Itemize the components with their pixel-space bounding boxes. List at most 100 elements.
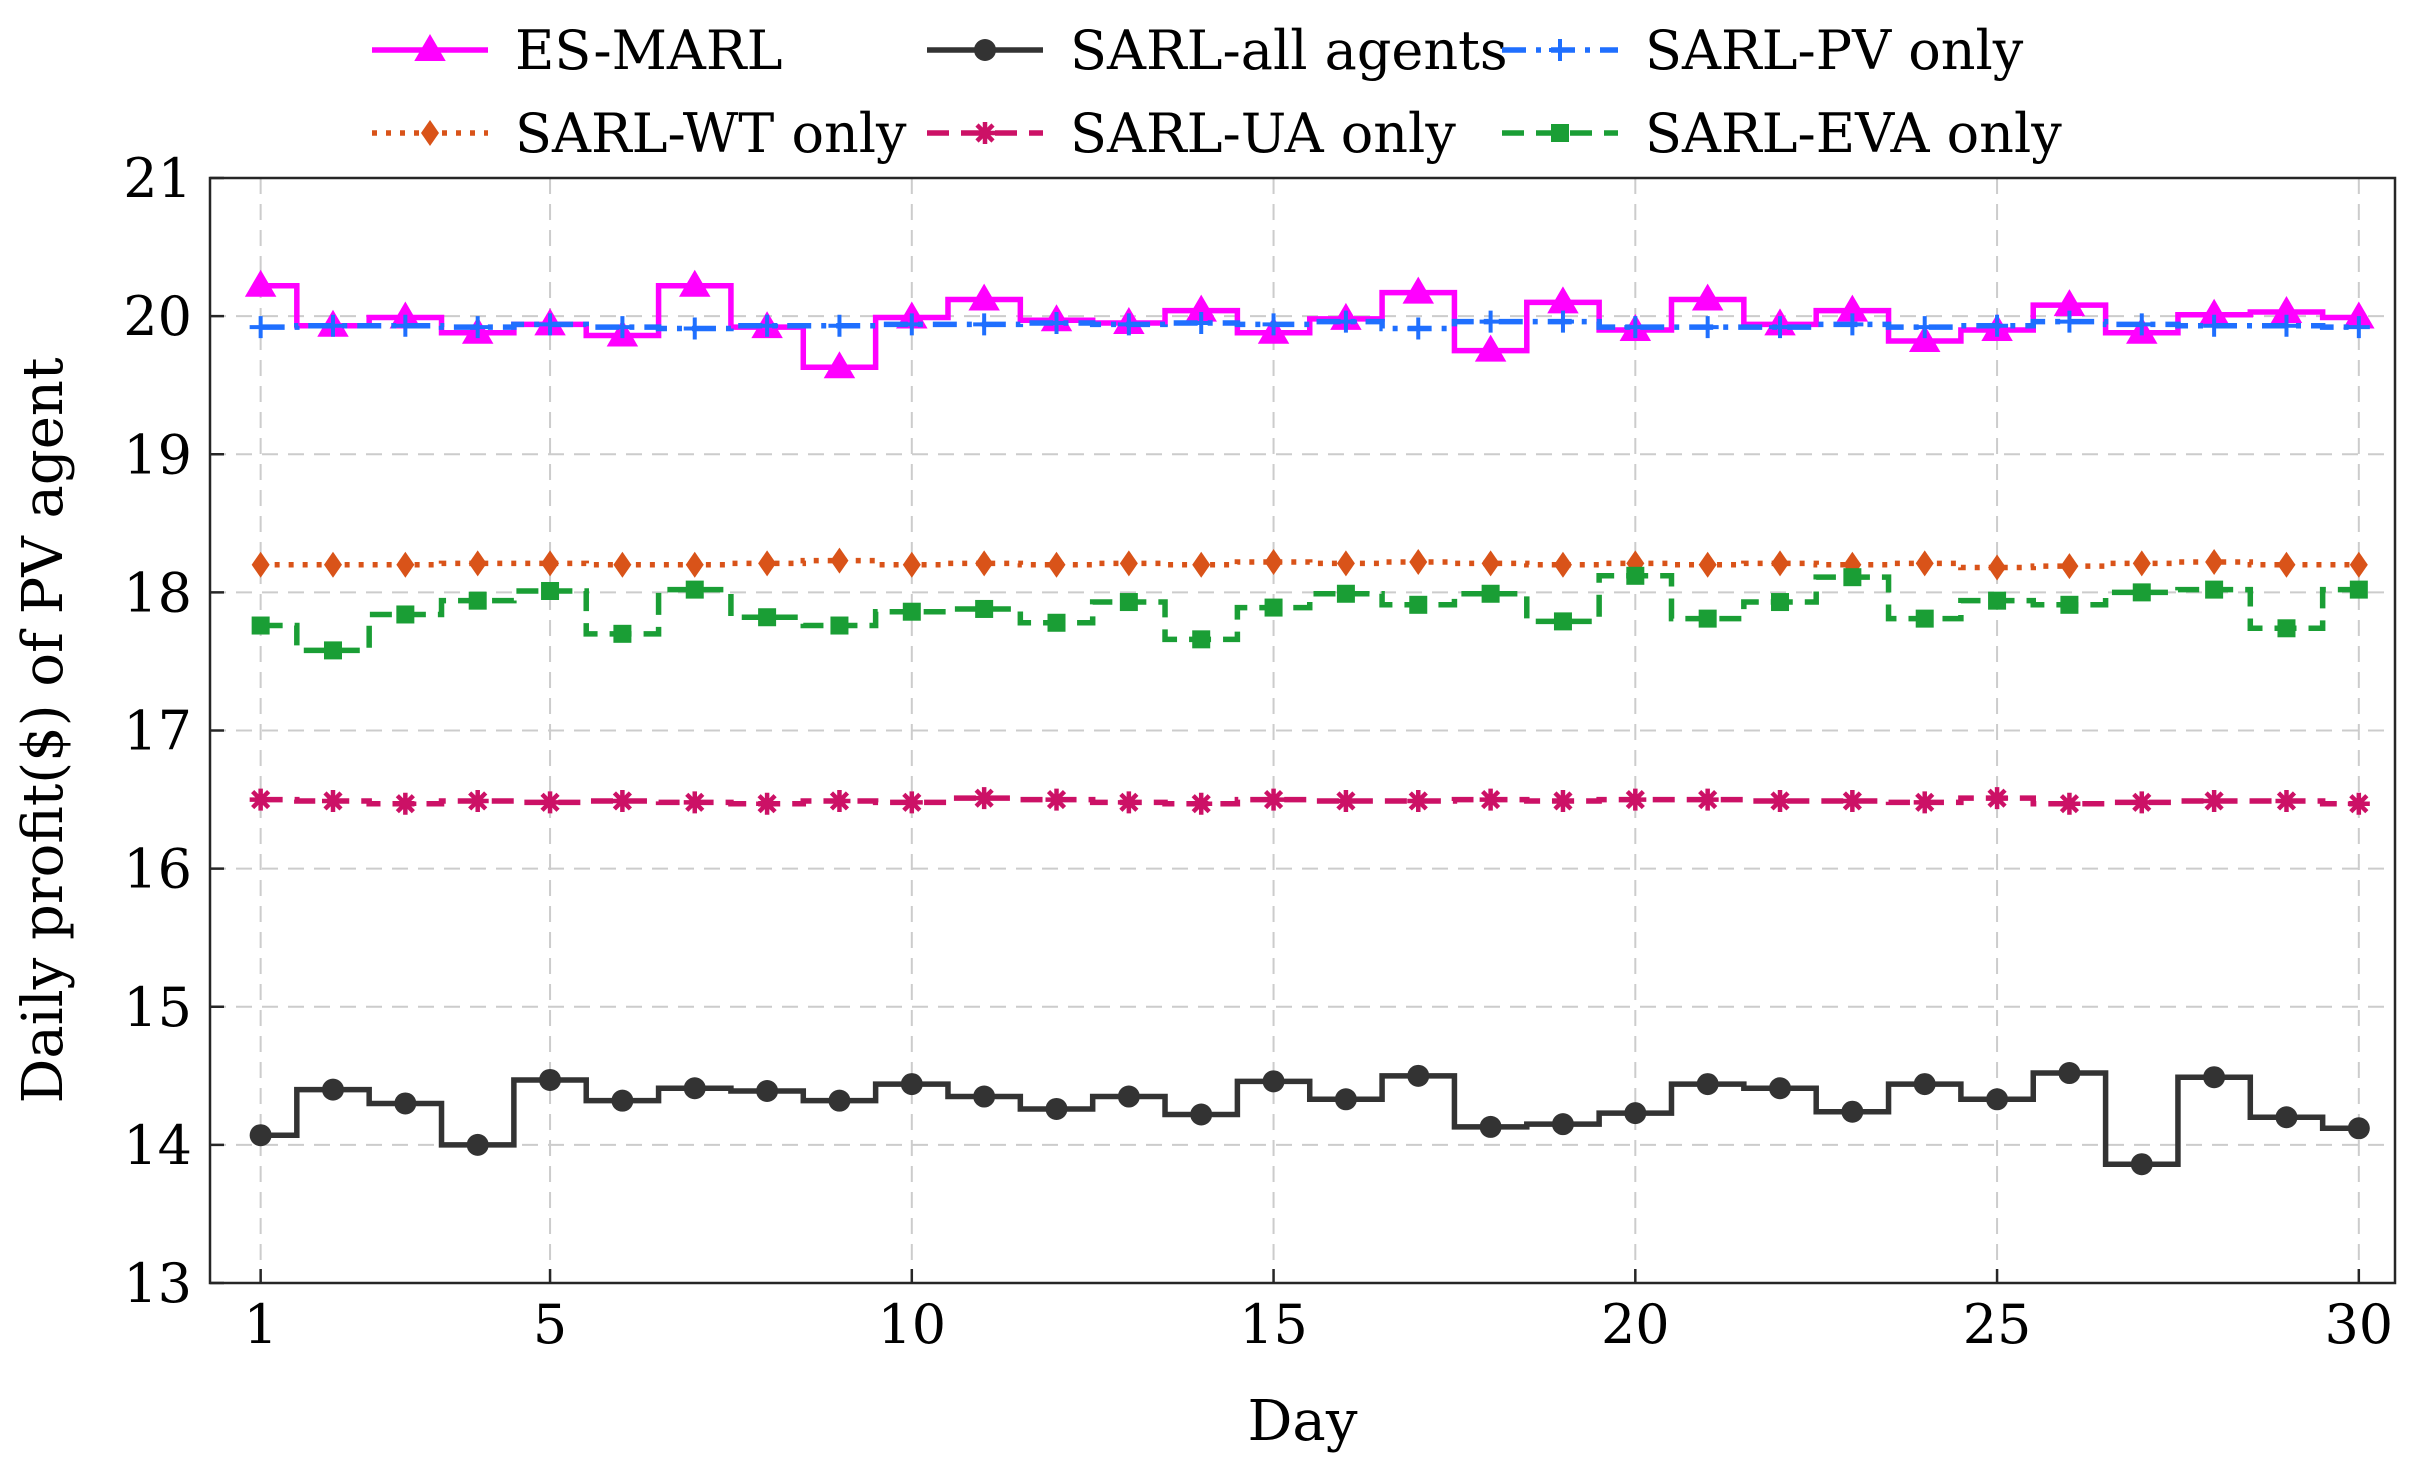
data-point — [2058, 1062, 2081, 1085]
data-point — [2205, 580, 2224, 599]
legend-marker — [421, 120, 439, 146]
data-point — [1117, 791, 1140, 814]
data-point — [466, 789, 489, 812]
data-point — [249, 1124, 272, 1147]
data-point — [756, 792, 779, 815]
data-point — [466, 1133, 489, 1156]
data-point — [1262, 313, 1285, 336]
legend: ES-MARL SARL-all agents SARL-PV only SARL-W… — [372, 19, 2062, 165]
data-point — [758, 550, 777, 577]
data-point — [394, 792, 417, 815]
data-point — [758, 608, 777, 627]
data-point — [756, 1080, 779, 1103]
data-point — [1407, 1064, 1430, 1087]
data-point — [1915, 550, 1934, 577]
data-point — [1626, 566, 1645, 585]
data-point — [1986, 787, 2009, 810]
data-point — [973, 313, 996, 336]
data-point — [1409, 595, 1428, 614]
data-point — [1988, 591, 2007, 610]
data-point — [968, 283, 1000, 311]
y-tick-label: 20 — [123, 285, 192, 348]
legend-label: SARL-WT only — [515, 102, 907, 165]
data-point — [539, 313, 562, 336]
data-point — [1986, 314, 2009, 337]
legend-item: SARL-EVA only — [1502, 102, 2062, 165]
series-line — [260, 318, 2359, 332]
data-point — [1262, 1070, 1285, 1093]
data-point — [2275, 789, 2298, 812]
data-point — [2132, 550, 2151, 577]
data-point — [2130, 313, 2153, 336]
data-point — [541, 581, 560, 600]
data-point — [1045, 1097, 1068, 1120]
data-point — [828, 789, 851, 812]
data-point — [1117, 1085, 1140, 1108]
data-point — [1262, 788, 1285, 811]
data-point — [1696, 788, 1719, 811]
data-point — [1771, 593, 1790, 612]
data-point — [1843, 568, 1862, 587]
legend-label: SARL-UA only — [1070, 102, 1456, 165]
data-point — [830, 547, 849, 574]
data-point — [1047, 551, 1066, 578]
data-point — [466, 316, 489, 339]
series-sarl-ua-only — [249, 787, 2370, 815]
data-point — [323, 551, 342, 578]
x-axis-title: Day — [1248, 1389, 1358, 1454]
data-point — [900, 1073, 923, 1096]
data-point — [828, 314, 851, 337]
data-point — [1481, 584, 1500, 603]
data-point — [1334, 310, 1357, 333]
data-point — [1407, 317, 1430, 340]
data-point — [394, 1092, 417, 1115]
data-point — [1264, 598, 1283, 617]
data-point — [1769, 316, 1792, 339]
data-point — [321, 789, 344, 812]
data-point — [539, 1068, 562, 1091]
y-tick-label: 16 — [123, 838, 192, 901]
data-point — [1479, 310, 1502, 333]
data-point — [1551, 310, 1574, 333]
data-point — [2130, 791, 2153, 814]
data-point — [2275, 1106, 2298, 1129]
data-point — [900, 791, 923, 814]
y-tick-label: 14 — [123, 1114, 192, 1177]
data-point — [823, 351, 856, 379]
data-point — [251, 551, 270, 578]
data-point — [249, 316, 272, 339]
data-point — [321, 1078, 344, 1101]
y-tick-label: 17 — [123, 700, 192, 763]
data-point — [396, 605, 415, 624]
data-point — [1988, 554, 2007, 581]
data-point — [1551, 789, 1574, 812]
data-point — [1045, 788, 1068, 811]
legend-item: SARL-UA only — [927, 102, 1456, 165]
data-point — [541, 550, 560, 577]
data-point — [1334, 1088, 1357, 1111]
data-point — [2132, 583, 2151, 602]
data-point — [2347, 316, 2370, 339]
legend-label: SARL-all agents — [1070, 19, 1508, 82]
data-point — [539, 791, 562, 814]
data-point — [2058, 792, 2081, 815]
data-point — [1402, 276, 1435, 304]
data-point — [685, 580, 704, 599]
data-point — [1908, 325, 1941, 352]
y-axis-title: Daily profit($) of PV agent — [11, 357, 76, 1103]
data-point — [683, 317, 706, 340]
data-point — [2060, 553, 2079, 580]
data-point — [321, 314, 344, 337]
x-tick-label: 20 — [1601, 1293, 1670, 1356]
data-point — [975, 599, 994, 618]
data-point — [611, 789, 634, 812]
data-point — [973, 787, 996, 810]
data-point — [1336, 584, 1355, 603]
data-point — [251, 616, 270, 635]
legend-item: SARL-WT only — [372, 102, 907, 165]
data-point — [1334, 789, 1357, 812]
y-tick-label: 19 — [123, 423, 192, 486]
data-point — [2058, 310, 2081, 333]
data-point — [1553, 612, 1572, 631]
